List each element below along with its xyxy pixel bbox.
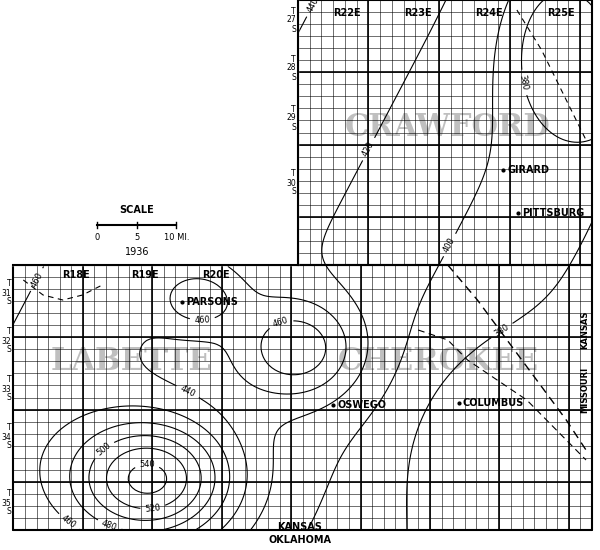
Text: T
33
S: T 33 S: [2, 376, 11, 403]
Text: OSWEGO: OSWEGO: [337, 400, 386, 410]
Text: 460: 460: [59, 514, 78, 531]
Text: T
35
S: T 35 S: [2, 490, 11, 516]
Text: CRAWFORD: CRAWFORD: [345, 113, 551, 144]
Text: KANSAS: KANSAS: [580, 311, 589, 349]
Text: T
32
S: T 32 S: [2, 327, 11, 355]
Text: 10 MI.: 10 MI.: [164, 233, 189, 242]
Text: 5: 5: [134, 233, 139, 242]
Text: 520: 520: [145, 503, 161, 514]
Text: R18E: R18E: [62, 270, 89, 280]
Text: T
31
S: T 31 S: [2, 279, 11, 306]
Text: R25E: R25E: [548, 8, 575, 18]
Text: R20E: R20E: [202, 270, 230, 280]
Text: PITTSBURG: PITTSBURG: [522, 208, 584, 218]
Text: 460: 460: [194, 315, 211, 325]
Text: 460: 460: [272, 316, 290, 329]
Text: KANSAS: KANSAS: [277, 522, 322, 532]
Text: 0: 0: [95, 233, 100, 242]
Text: 480: 480: [100, 519, 118, 532]
Text: R24E: R24E: [475, 8, 503, 18]
Text: OKLAHOMA: OKLAHOMA: [268, 535, 331, 545]
Text: LABETTE: LABETTE: [51, 346, 212, 377]
Text: 500: 500: [95, 441, 112, 458]
Text: 400: 400: [442, 236, 457, 254]
Text: MISSOURI: MISSOURI: [580, 367, 589, 413]
Text: 380: 380: [493, 322, 511, 339]
Text: T
28
S: T 28 S: [286, 54, 296, 81]
Text: SCALE: SCALE: [119, 205, 154, 215]
Text: GIRARD: GIRARD: [507, 165, 549, 175]
Text: 540: 540: [139, 460, 155, 469]
Text: 420: 420: [361, 140, 376, 158]
Text: 440: 440: [179, 384, 197, 399]
Text: 380: 380: [518, 74, 530, 91]
Text: T
27
S: T 27 S: [286, 7, 296, 34]
Text: PARSONS: PARSONS: [186, 297, 238, 307]
Text: R22E: R22E: [333, 8, 361, 18]
Polygon shape: [4, 0, 298, 265]
Text: 440: 440: [305, 0, 320, 14]
Text: T
30
S: T 30 S: [286, 169, 296, 196]
Text: R23E: R23E: [404, 8, 432, 18]
Text: COLUMBUS: COLUMBUS: [463, 398, 524, 408]
Text: T
34
S: T 34 S: [2, 424, 11, 450]
Text: CHEROKEE: CHEROKEE: [337, 346, 538, 377]
Text: R19E: R19E: [131, 270, 158, 280]
Text: 1936: 1936: [125, 247, 149, 257]
Text: T
29
S: T 29 S: [286, 104, 296, 131]
Text: 460: 460: [29, 271, 44, 289]
